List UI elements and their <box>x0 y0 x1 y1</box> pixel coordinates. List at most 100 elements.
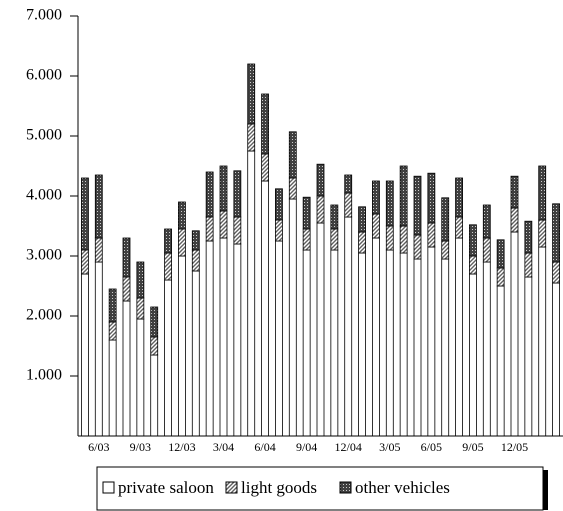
bar-segment <box>178 228 186 257</box>
bar-segment <box>288 198 297 437</box>
bar-segment <box>385 249 394 437</box>
x-tick-label: 6/05 <box>421 440 442 454</box>
bar-segment <box>441 197 450 242</box>
bar-segment <box>191 230 200 251</box>
bar-segment <box>178 201 186 230</box>
bar-segment <box>288 177 297 200</box>
bar-segment <box>510 175 519 209</box>
bar-segment <box>108 339 117 437</box>
x-tick-label: 9/03 <box>130 440 151 454</box>
bar-segment <box>538 246 547 437</box>
bar-segment <box>247 150 256 437</box>
bar-segment <box>122 237 131 278</box>
bar-segment <box>191 270 200 437</box>
bar-segment <box>538 165 547 221</box>
bar-segment <box>330 228 339 251</box>
bar-segment <box>496 267 505 287</box>
bar-segment <box>219 237 228 437</box>
bar-segment <box>164 228 172 254</box>
legend-swatch <box>339 481 352 494</box>
bar-segment <box>122 276 131 302</box>
bar-segment <box>94 261 103 437</box>
bar-segment <box>233 243 242 437</box>
y-tick-label: 1.000 <box>26 367 62 384</box>
x-tick-label: 12/05 <box>501 440 528 454</box>
bar-segment <box>358 231 366 254</box>
bar-segment <box>94 237 103 263</box>
bar-segment <box>81 273 89 437</box>
bar-segment <box>372 237 380 437</box>
y-tick-label: 4.000 <box>26 187 62 204</box>
bar-segment <box>413 175 422 236</box>
bar-segment <box>344 192 353 218</box>
bar-segment <box>164 279 172 437</box>
x-tick-label: 12/04 <box>335 440 362 454</box>
bar-segment <box>344 174 353 194</box>
bar-segment <box>261 93 269 155</box>
x-tick-label: 3/04 <box>213 440 234 454</box>
bar-segment <box>399 165 408 227</box>
bar-segment <box>427 172 436 224</box>
bar-segment <box>233 170 242 218</box>
bar-segment <box>441 240 450 260</box>
bar-segment <box>275 188 283 221</box>
x-tick-label: 9/05 <box>462 440 483 454</box>
bar-segment <box>399 252 408 437</box>
bar-segment <box>358 206 366 233</box>
bar-segment <box>316 222 325 437</box>
bar-segment <box>275 219 283 242</box>
bar-segment <box>427 222 436 248</box>
y-tick-label: 7.000 <box>26 7 62 24</box>
bar-segment <box>455 237 463 437</box>
bar-segment <box>136 318 145 437</box>
bar-segment <box>344 216 353 437</box>
bar-segment <box>455 177 463 218</box>
bar-segment <box>205 216 214 242</box>
bar-segment <box>441 258 450 437</box>
bar-segment <box>94 174 103 239</box>
y-tick-label: 3.000 <box>26 247 62 264</box>
bar-segment <box>261 153 269 182</box>
bar-segment <box>413 234 422 260</box>
bar-segment <box>413 258 422 437</box>
bar-segment <box>469 224 477 257</box>
bar-segment <box>538 219 547 248</box>
bar-segment <box>552 282 560 437</box>
bar-segment <box>524 252 533 278</box>
bar-segment <box>469 273 477 437</box>
x-tick-label: 6/03 <box>88 440 109 454</box>
bar-segment <box>385 180 394 227</box>
bar-segment <box>136 297 145 320</box>
bar-segment <box>275 240 283 437</box>
bar-segment <box>524 276 533 437</box>
bar-segment <box>482 261 491 437</box>
bar-segment <box>399 225 408 254</box>
bar-segment <box>205 171 214 218</box>
bar-segment <box>302 196 311 230</box>
bar-segment <box>288 131 297 179</box>
bar-segment <box>330 204 339 230</box>
bar-segment <box>108 321 117 341</box>
bar-segment <box>150 354 159 437</box>
bar-segment <box>247 63 256 125</box>
legend-label: other vehicles <box>355 478 450 497</box>
bar-segment <box>316 195 325 224</box>
bar-segment <box>81 177 89 251</box>
bar-segment <box>108 288 117 323</box>
y-tick-label: 2.000 <box>26 307 62 324</box>
legend-label: light goods <box>241 478 317 497</box>
bar-segment <box>385 225 394 251</box>
bar-segment <box>219 165 228 212</box>
bar-segment <box>552 261 560 284</box>
bar-segment <box>469 255 477 275</box>
bar-segment <box>302 249 311 437</box>
bar-segment <box>552 203 560 263</box>
legend-box <box>96 466 544 511</box>
bar-segment <box>150 306 159 338</box>
bar-segment <box>372 180 380 215</box>
bar-segment <box>219 210 228 239</box>
bar-segment <box>358 252 366 437</box>
y-tick-label: 5.000 <box>26 127 62 144</box>
legend-swatch <box>225 481 238 494</box>
